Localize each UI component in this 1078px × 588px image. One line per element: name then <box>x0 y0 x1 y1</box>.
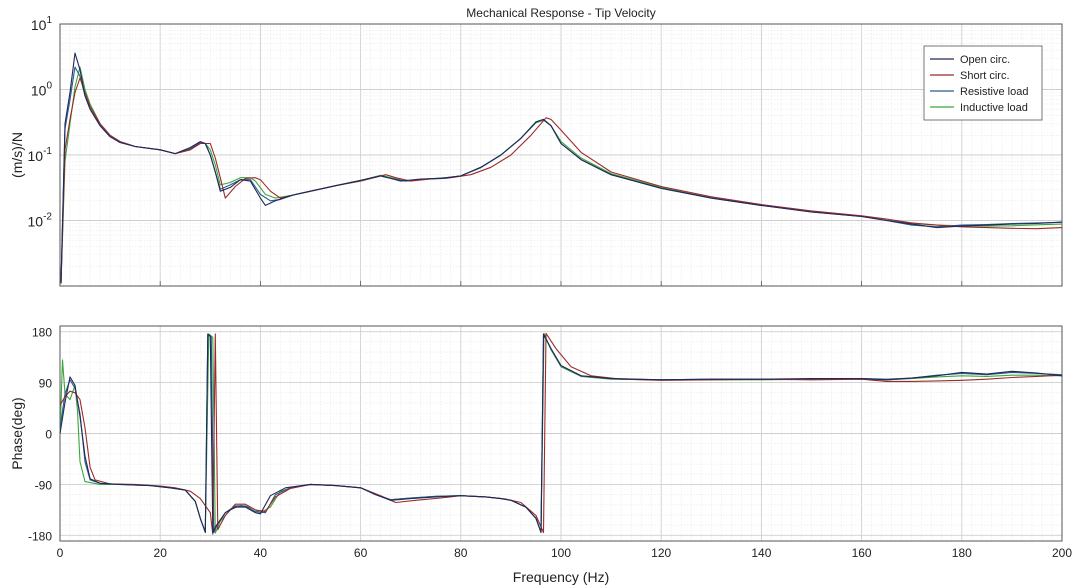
legend-box <box>923 45 1043 121</box>
y-tick-base: 10 <box>31 17 47 33</box>
y-tick-base: 10 <box>31 83 47 99</box>
x-tick-label: 20 <box>154 546 168 560</box>
x-tick-label: 180 <box>952 546 972 560</box>
phase-grid <box>59 326 1063 541</box>
phase-y-tick-label: 0 <box>45 428 52 442</box>
phase-y-tick-label: 180 <box>32 326 52 340</box>
phase-y-tick-labels: 180 90 0 -90 -180 <box>28 326 52 544</box>
legend-items: Open circ. Short circ. Resistive load Induc… <box>930 54 1028 114</box>
y-tick-exponent: -2 <box>43 212 52 223</box>
magnitude-series <box>60 52 1063 284</box>
phase-series-line-open-circ <box>59 333 1063 534</box>
magnitude-y-axis-label: (m/s)/N <box>9 132 25 178</box>
phase-y-tick-label: 90 <box>39 377 53 391</box>
x-tick-label: 100 <box>551 546 571 560</box>
y-tick-label: 10-1 <box>28 146 53 164</box>
series-line-open-circ <box>60 52 1063 284</box>
phase-series <box>59 332 1063 535</box>
x-tick-label: 0 <box>57 546 64 560</box>
x-tick-label: 40 <box>254 546 268 560</box>
x-tick-label: 80 <box>454 546 468 560</box>
y-tick-exponent: -1 <box>43 146 52 157</box>
chart-title: Mechanical Response - Tip Velocity <box>466 6 655 20</box>
y-tick-label: 10-2 <box>28 212 53 230</box>
y-tick-exponent: 0 <box>46 81 52 92</box>
legend-label: Resistive load <box>960 86 1028 98</box>
x-tick-label: 60 <box>354 546 368 560</box>
phase-x-tick-labels: 0 20 40 60 80 100 120 140 160 180 200 <box>57 546 1073 560</box>
phase-y-tick-label: -90 <box>35 478 53 492</box>
y-tick-base: 10 <box>28 214 44 230</box>
y-tick-label: 101 <box>31 15 53 33</box>
x-tick-label: 200 <box>1052 546 1072 560</box>
frequency-x-axis-label: Frequency (Hz) <box>513 569 609 585</box>
phase-y-tick-label: -180 <box>28 529 52 543</box>
y-tick-label: 100 <box>31 81 53 99</box>
phase-panel: 180 90 0 -90 -180 0 20 40 60 80 100 120 140 160 180 20… <box>9 325 1073 585</box>
y-tick-exponent: 1 <box>46 15 52 26</box>
x-tick-label: 120 <box>651 546 671 560</box>
y-tick-base: 10 <box>28 148 44 164</box>
magnitude-axes-frame <box>59 23 1063 287</box>
legend-label: Open circ. <box>960 54 1010 66</box>
legend-label: Inductive load <box>960 102 1028 114</box>
x-tick-label: 140 <box>751 546 771 560</box>
legend-label: Short circ. <box>960 70 1010 82</box>
legend: Open circ. Short circ. Resistive load Induc… <box>923 45 1043 121</box>
phase-y-axis-label: Phase(deg) <box>9 397 25 469</box>
x-tick-label: 160 <box>852 546 872 560</box>
